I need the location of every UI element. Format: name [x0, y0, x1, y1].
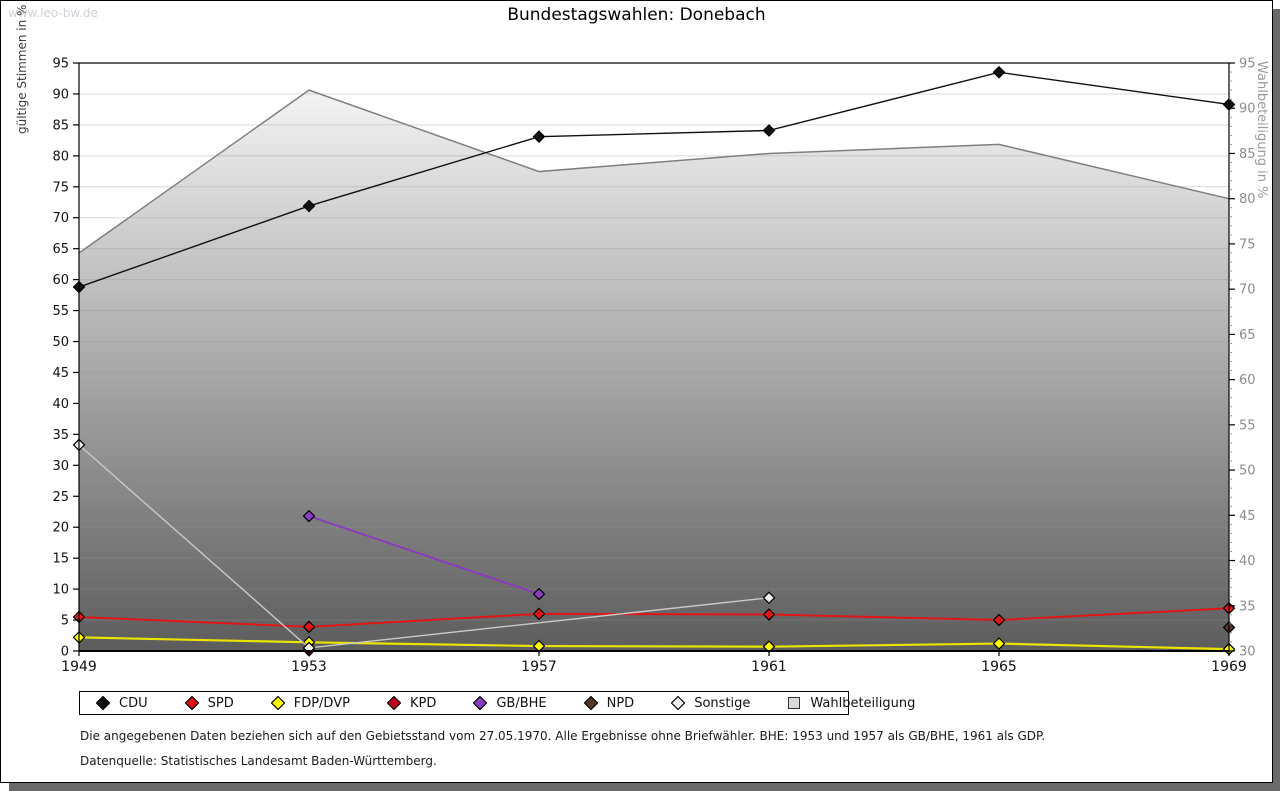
page-title: Bundestagswahlen: Donebach: [507, 5, 766, 25]
legend-label: Wahlbeteiligung: [810, 695, 916, 711]
left-tick-label: 45: [52, 366, 69, 381]
left-tick-label: 65: [52, 242, 69, 257]
legend-diamond-icon: [473, 696, 488, 710]
left-tick-label: 50: [52, 335, 69, 350]
legend-item-fdp-dvp: FDP/DVP: [270, 695, 350, 711]
legend-item-gb-bhe: GB/BHE: [473, 695, 547, 711]
legend-item-npd: NPD: [583, 695, 635, 711]
right-tick-label: 95: [1239, 57, 1256, 72]
series-spd: [72, 601, 1236, 634]
left-tick-label: 0: [61, 645, 69, 660]
chart-legend: CDU SPD FDP/DVP KPD GB/BHE NPD Sonstige Wahlbet…: [79, 691, 915, 715]
series-wahlbeteiligung-area: [78, 89, 1230, 652]
left-tick-label: 40: [52, 397, 69, 412]
footnote-datenquelle: Datenquelle: Statistisches Landesamt Bad…: [80, 754, 437, 768]
x-tick-label: 1949: [61, 659, 97, 675]
legend-label: Sonstige: [694, 695, 751, 711]
left-tick-label: 30: [52, 459, 69, 474]
left-tick-label: 35: [52, 428, 69, 443]
series-gb-bhe: [302, 509, 546, 601]
left-tick-label: 10: [52, 583, 69, 598]
legend-label: NPD: [606, 695, 635, 711]
x-tick-label: 1957: [521, 659, 557, 675]
legend-diamond-icon: [386, 696, 401, 710]
left-tick-label: 60: [52, 273, 69, 288]
left-tick-label: 90: [52, 87, 69, 102]
legend-item-wahlbeteiligung: Wahlbeteiligung: [787, 696, 915, 711]
left-tick-label: 15: [52, 552, 69, 567]
right-tick-label: 45: [1239, 509, 1256, 524]
axes: 0 5 10 15 20 25 30 35 40 45 50 55 60 65 70 75 80 85 90 95 30…: [52, 57, 1255, 676]
x-tick-label: 1953: [291, 659, 327, 675]
right-tick-label: 60: [1239, 373, 1256, 388]
legend-diamond-icon: [671, 696, 686, 710]
left-tick-label: 95: [52, 57, 69, 72]
legend-diamond-icon: [583, 696, 598, 710]
x-tick-label: 1961: [751, 659, 787, 675]
right-tick-label: 85: [1239, 147, 1256, 162]
left-tick-label: 70: [52, 211, 69, 226]
legend-diamond-icon: [96, 696, 110, 710]
watermark-leo-bw: www.leo-bw.de: [8, 6, 98, 20]
x-tick-label: 1965: [981, 659, 1017, 675]
legend-label: GB/BHE: [496, 695, 547, 711]
legend-label: FDP/DVP: [293, 695, 350, 711]
legend-diamond-icon: [184, 696, 199, 710]
legend-diamond-icon: [270, 696, 285, 710]
left-tick-label: 75: [52, 180, 69, 195]
x-tick-label: 1969: [1211, 659, 1247, 675]
right-tick-label: 35: [1239, 599, 1256, 614]
left-tick-label: 55: [52, 304, 69, 319]
right-tick-label: 90: [1239, 102, 1256, 117]
right-tick-label: 55: [1239, 418, 1256, 433]
right-tick-label: 80: [1239, 192, 1256, 207]
legend-label: KPD: [409, 695, 437, 711]
right-tick-label: 75: [1239, 237, 1256, 252]
legend-label: SPD: [207, 695, 234, 711]
left-tick-label: 80: [52, 149, 69, 164]
right-tick-label: 70: [1239, 283, 1256, 298]
election-line-chart: 0 5 10 15 20 25 30 35 40 45 50 55 60 65 70 75 80 85 90 95 30…: [52, 57, 1255, 676]
legend-square-icon: [788, 697, 801, 709]
left-tick-label: 85: [52, 118, 69, 133]
left-tick-label: 5: [61, 614, 69, 629]
right-tick-label: 40: [1239, 554, 1256, 569]
right-tick-label: 50: [1239, 464, 1256, 479]
legend-item-sonstige: Sonstige: [671, 696, 750, 711]
legend-item-cdu: CDU: [96, 696, 148, 711]
right-tick-label: 65: [1239, 328, 1256, 343]
legend-item-kpd: KPD: [386, 695, 437, 711]
right-tick-label: 30: [1239, 645, 1256, 660]
left-tick-label: 25: [52, 490, 69, 505]
legend-item-spd: SPD: [184, 695, 234, 711]
footnote-gebietsstand: Die angegebenen Daten beziehen sich auf …: [80, 729, 1046, 743]
left-tick-label: 20: [52, 521, 69, 536]
legend-label: CDU: [119, 695, 148, 711]
